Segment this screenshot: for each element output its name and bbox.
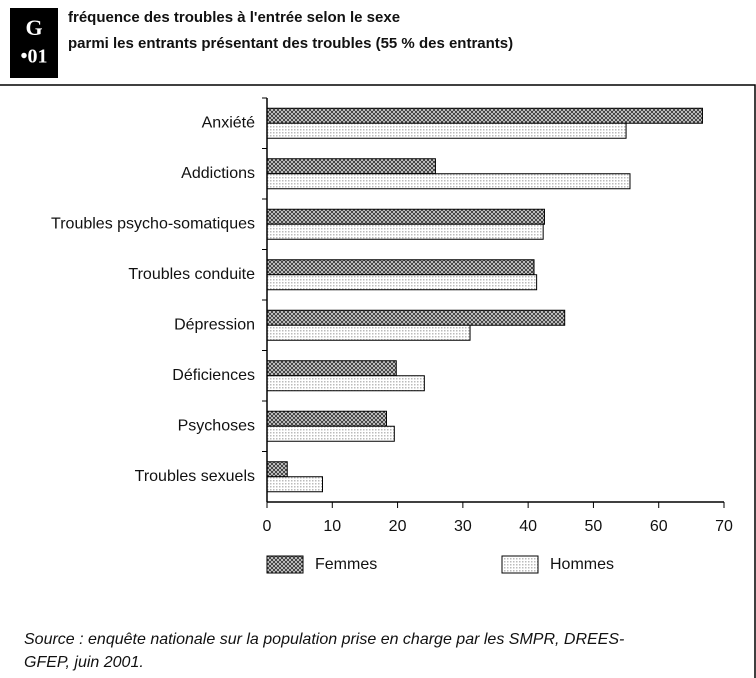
x-tick-label: 50 (585, 518, 603, 535)
x-tick-label: 60 (650, 518, 668, 535)
bar (266, 223, 544, 240)
legend-swatch (501, 555, 539, 574)
bar (266, 309, 566, 326)
x-tick-label: 20 (389, 518, 407, 535)
bar (266, 324, 471, 341)
badge-text: •01 (20, 46, 47, 68)
x-tick-label: 40 (519, 518, 537, 535)
legend-label: Femmes (315, 556, 377, 573)
y-tick-label: Déficiences (172, 367, 255, 384)
bar (266, 476, 323, 493)
y-tick-label: Troubles conduite (128, 266, 255, 283)
bar (266, 208, 545, 225)
bar (266, 410, 387, 427)
x-tick-label: 30 (454, 518, 472, 535)
frame (0, 84, 756, 678)
bar (266, 158, 436, 175)
bar (266, 173, 631, 190)
y-tick-label: Anxiété (202, 114, 255, 131)
bar (266, 360, 397, 377)
bar (266, 425, 395, 442)
bar (266, 461, 288, 478)
chart-title: fréquence des troubles à l'entrée selon … (68, 9, 400, 26)
legend-label: Hommes (550, 556, 614, 573)
source: GFEP, juin 2001. (24, 654, 144, 671)
y-tick-label: Psychoses (178, 417, 255, 434)
y-tick-label: Troubles sexuels (135, 468, 255, 485)
x-tick-label: 0 (263, 518, 272, 535)
bar (266, 375, 425, 392)
badge (10, 8, 58, 78)
bar (266, 122, 627, 139)
bar (266, 107, 703, 124)
chart-subtitle: parmi les entrants présentant des troubl… (68, 35, 513, 52)
y-tick-label: Dépression (174, 316, 255, 333)
x-tick-label: 10 (323, 518, 341, 535)
bar (266, 274, 538, 291)
badge-text: G (25, 15, 42, 40)
y-tick-label: Addictions (181, 165, 255, 182)
source: Source : enquête nationale sur la popula… (24, 631, 624, 648)
legend-swatch (266, 555, 304, 574)
bar (266, 259, 535, 276)
y-tick-label: Troubles psycho-somatiques (51, 215, 255, 232)
x-tick-label: 70 (715, 518, 733, 535)
